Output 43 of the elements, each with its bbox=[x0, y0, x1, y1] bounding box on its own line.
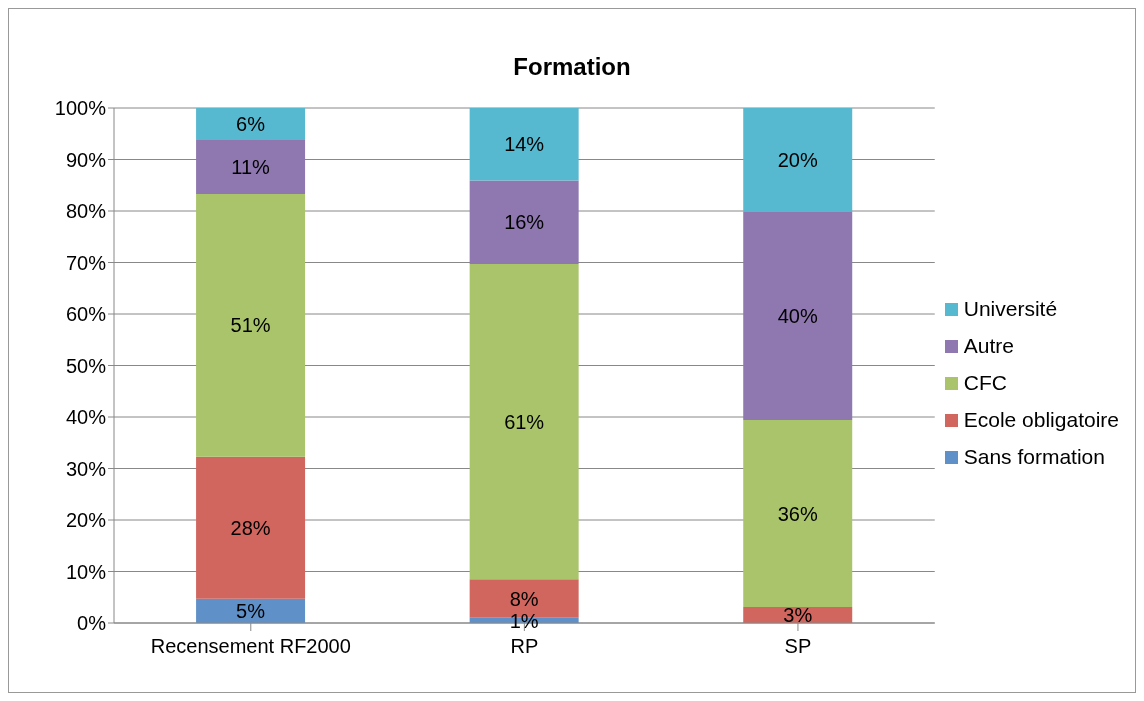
legend-label: Sans formation bbox=[963, 445, 1105, 469]
data-label: 51% bbox=[230, 314, 271, 337]
y-tick-label: 50% bbox=[65, 354, 107, 377]
y-tick-label: 60% bbox=[65, 303, 107, 326]
data-label: 5% bbox=[236, 600, 266, 622]
legend-label: Autre bbox=[963, 334, 1014, 358]
bar bbox=[469, 180, 579, 265]
chart-title: Formation bbox=[512, 53, 632, 82]
y-tick-label: 30% bbox=[65, 457, 107, 480]
data-label: 14% bbox=[504, 133, 545, 156]
bar bbox=[469, 264, 579, 580]
bar bbox=[196, 456, 306, 599]
data-label: 28% bbox=[230, 516, 271, 539]
bar bbox=[196, 194, 306, 457]
y-tick-label: 10% bbox=[65, 560, 107, 583]
legend-label: Université bbox=[963, 297, 1058, 321]
data-label: 61% bbox=[504, 410, 545, 433]
y-tick-label: 20% bbox=[65, 509, 107, 532]
x-tick-label: Recensement RF2000 bbox=[150, 635, 351, 658]
legend-label: CFC bbox=[963, 371, 1007, 395]
data-label: 20% bbox=[777, 149, 818, 172]
bar bbox=[469, 108, 579, 181]
bar bbox=[743, 420, 853, 608]
data-label: 11% bbox=[231, 156, 271, 179]
y-tick-label: 100% bbox=[54, 97, 107, 120]
data-label: 40% bbox=[777, 305, 818, 328]
y-tick-label: 0% bbox=[77, 612, 107, 635]
bar bbox=[743, 212, 853, 421]
data-label: 16% bbox=[504, 211, 545, 234]
y-tick-label: 80% bbox=[65, 200, 107, 223]
data-label: 8% bbox=[509, 587, 539, 610]
legend-label: Ecole obligatoire bbox=[963, 408, 1119, 432]
bar bbox=[743, 108, 853, 213]
bar bbox=[196, 139, 306, 195]
y-tick-label: 90% bbox=[65, 148, 107, 171]
x-tick-label: RP bbox=[510, 635, 539, 658]
y-tick-label: 70% bbox=[65, 251, 107, 274]
x-tick-label: SP bbox=[784, 635, 812, 658]
data-label: 3% bbox=[783, 604, 813, 627]
y-tick-label: 40% bbox=[65, 406, 107, 429]
data-label: 36% bbox=[777, 502, 818, 525]
data-label: 6% bbox=[236, 113, 266, 136]
bar bbox=[196, 108, 306, 140]
